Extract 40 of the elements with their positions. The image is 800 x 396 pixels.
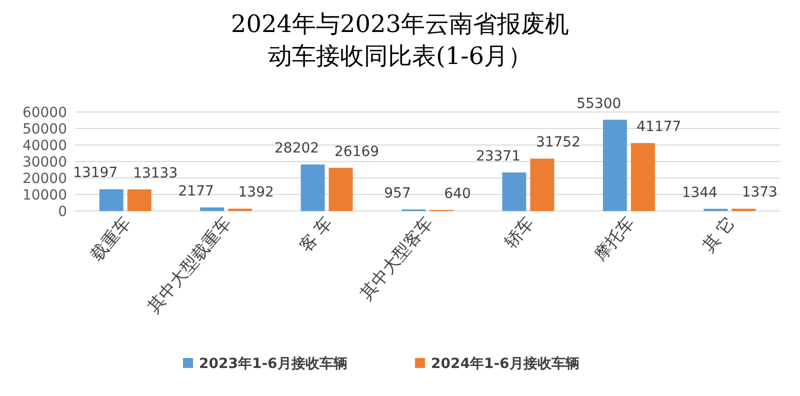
bar: [99, 189, 124, 211]
y-tick-label: 30000: [22, 154, 67, 170]
data-label: 13133: [133, 165, 178, 182]
bar: [530, 158, 554, 211]
y-tick-label: 50000: [22, 122, 67, 138]
bar: [127, 189, 152, 211]
x-tick-label: 其中大型载重车: [144, 213, 236, 318]
y-tick-label: 10000: [22, 188, 67, 204]
x-tick-label: 其中大型客车: [356, 213, 438, 304]
data-label: 640: [444, 186, 471, 202]
bar: [200, 207, 224, 211]
data-label: 2177: [178, 183, 214, 200]
data-label: 1373: [742, 184, 778, 201]
bar: [630, 143, 655, 211]
data-label: 957: [384, 185, 411, 202]
x-tick-label: 载重车: [87, 213, 136, 266]
data-label: 1392: [238, 184, 274, 201]
bar: [328, 168, 353, 211]
data-label: 13197: [73, 165, 118, 182]
data-label: 55300: [576, 96, 622, 112]
x-tick-label: 其 它: [698, 213, 740, 256]
x-tick-label: 摩托车: [590, 213, 639, 266]
bar: [502, 172, 526, 211]
y-tick-label: 20000: [22, 171, 67, 187]
data-label: 1344: [682, 184, 718, 201]
x-tick-label: 轿车: [500, 213, 538, 252]
data-label: 23371: [476, 148, 520, 164]
data-label: 28202: [274, 140, 320, 156]
x-tick-label: 客 车: [296, 213, 337, 256]
chart-title: 2024年与2023年云南省报废机动车接收同比表(1-6月）: [230, 10, 570, 70]
y-tick-label: 40000: [22, 138, 67, 154]
data-label: 31752: [536, 134, 580, 151]
legend-label: 2024年1-6月接收车辆: [431, 355, 580, 372]
data-label: 26169: [334, 144, 380, 160]
bar: [300, 164, 325, 211]
data-label: 41177: [636, 119, 682, 136]
y-tick-label: 60000: [22, 105, 67, 121]
legend-label: 2023年1-6月接收车辆: [199, 355, 348, 372]
y-tick-label: 0: [58, 204, 67, 220]
bar: [602, 120, 627, 211]
